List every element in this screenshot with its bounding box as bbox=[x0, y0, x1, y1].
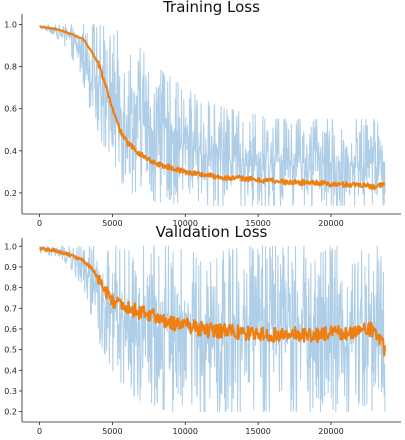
y-tick-label: 1.0 bbox=[4, 242, 17, 251]
y-tick-label: 0.2 bbox=[4, 189, 17, 198]
chart-title: Training Loss bbox=[162, 0, 260, 16]
y-tick-label: 0.6 bbox=[4, 325, 17, 334]
y-tick-label: 0.9 bbox=[4, 263, 17, 272]
x-tick-label: 20000 bbox=[318, 219, 343, 228]
smoothed-loss-series bbox=[39, 25, 386, 191]
y-tick-label: 0.8 bbox=[4, 284, 17, 293]
y-tick-label: 0.6 bbox=[4, 105, 17, 114]
x-tick-label: 15000 bbox=[245, 427, 270, 436]
smoothed-loss-series bbox=[39, 246, 387, 357]
x-tick-label: 5000 bbox=[102, 427, 122, 436]
y-tick-label: 1.0 bbox=[4, 21, 17, 30]
raw-loss-series bbox=[39, 24, 386, 207]
x-tick-label: 0 bbox=[37, 427, 42, 436]
y-tick-label: 0.8 bbox=[4, 63, 17, 72]
x-tick-label: 10000 bbox=[173, 427, 198, 436]
x-tick-label: 15000 bbox=[245, 219, 270, 228]
validation-loss-chart: Validation Loss 0 5000 10000 15000 20000 0.2 0.… bbox=[4, 223, 401, 436]
training-loss-chart: Training Loss 0 5000 10000 15000 20000 0.2 0.4 0… bbox=[4, 0, 401, 228]
x-tick-label: 10000 bbox=[173, 219, 198, 228]
y-tick-label: 0.4 bbox=[4, 147, 17, 156]
y-tick-label: 0.4 bbox=[4, 366, 17, 375]
raw-loss-series bbox=[39, 245, 386, 413]
y-tick-label: 0.2 bbox=[4, 408, 17, 417]
chart-title: Validation Loss bbox=[156, 223, 268, 241]
y-tick-label: 0.5 bbox=[4, 346, 17, 355]
x-tick-label: 20000 bbox=[318, 427, 343, 436]
y-tick-label: 0.7 bbox=[4, 304, 17, 313]
x-tick-label: 5000 bbox=[102, 219, 122, 228]
x-tick-label: 0 bbox=[37, 219, 42, 228]
y-tick-label: 0.3 bbox=[4, 387, 17, 396]
